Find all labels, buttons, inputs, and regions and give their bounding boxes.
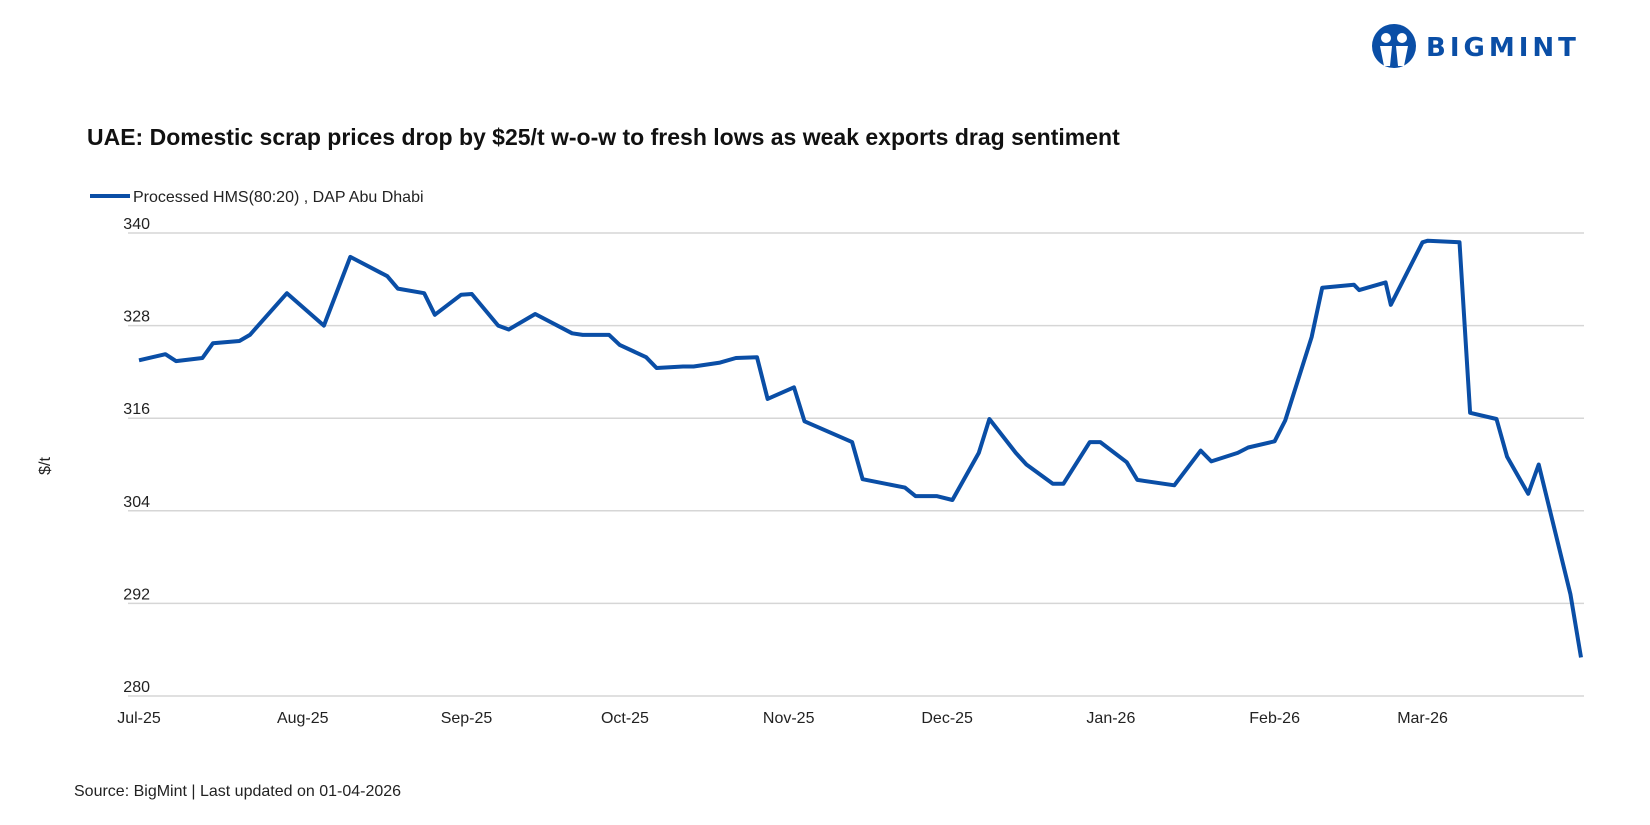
- y-tick-label: 280: [123, 679, 150, 696]
- source-note: Source: BigMint | Last updated on 01-04-…: [74, 783, 401, 800]
- x-tick-label: Jul-25: [117, 710, 161, 727]
- x-tick-label: Dec-25: [921, 710, 973, 727]
- logo-emblem-icon: [1372, 24, 1416, 68]
- x-tick-label: Sep-25: [441, 710, 493, 727]
- gridlines: [128, 232, 1584, 697]
- y-tick-label: 316: [123, 401, 150, 418]
- chart-title: UAE: Domestic scrap prices drop by $25/t…: [87, 124, 1120, 150]
- x-tick-label: Feb-26: [1249, 710, 1300, 727]
- logo-text: BIGMINT: [1426, 33, 1580, 63]
- x-tick-label: Aug-25: [277, 710, 329, 727]
- y-tick-label: 328: [123, 309, 150, 326]
- x-tick-label: Mar-26: [1397, 710, 1448, 727]
- y-tick-label: 292: [123, 586, 150, 603]
- bigmint-logo: BIGMINT: [1372, 24, 1580, 68]
- x-tick-label: Nov-25: [763, 710, 815, 727]
- x-tick-label: Oct-25: [601, 710, 649, 727]
- y-tick-label: 304: [123, 494, 150, 511]
- x-tick-labels: Jul-25 Aug-25 Sep-25 Oct-25 Nov-25 Dec-25 Jan-…: [117, 710, 1448, 727]
- series-line: [138, 238, 1583, 658]
- y-tick-labels: 280 292 304 316 328 340: [123, 216, 150, 696]
- x-tick-label: Jan-26: [1086, 710, 1135, 727]
- y-tick-label: 340: [123, 216, 150, 233]
- logo-figures-body-icon: [1380, 46, 1408, 66]
- series-group: [138, 238, 1583, 658]
- logo-figure-left-icon: [1381, 33, 1391, 43]
- legend-label: Processed HMS(80:20) , DAP Abu Dhabi: [133, 189, 424, 206]
- logo-figure-right-icon: [1397, 33, 1407, 43]
- y-axis-label: $/t: [37, 457, 54, 475]
- legend: Processed HMS(80:20) , DAP Abu Dhabi: [90, 189, 424, 206]
